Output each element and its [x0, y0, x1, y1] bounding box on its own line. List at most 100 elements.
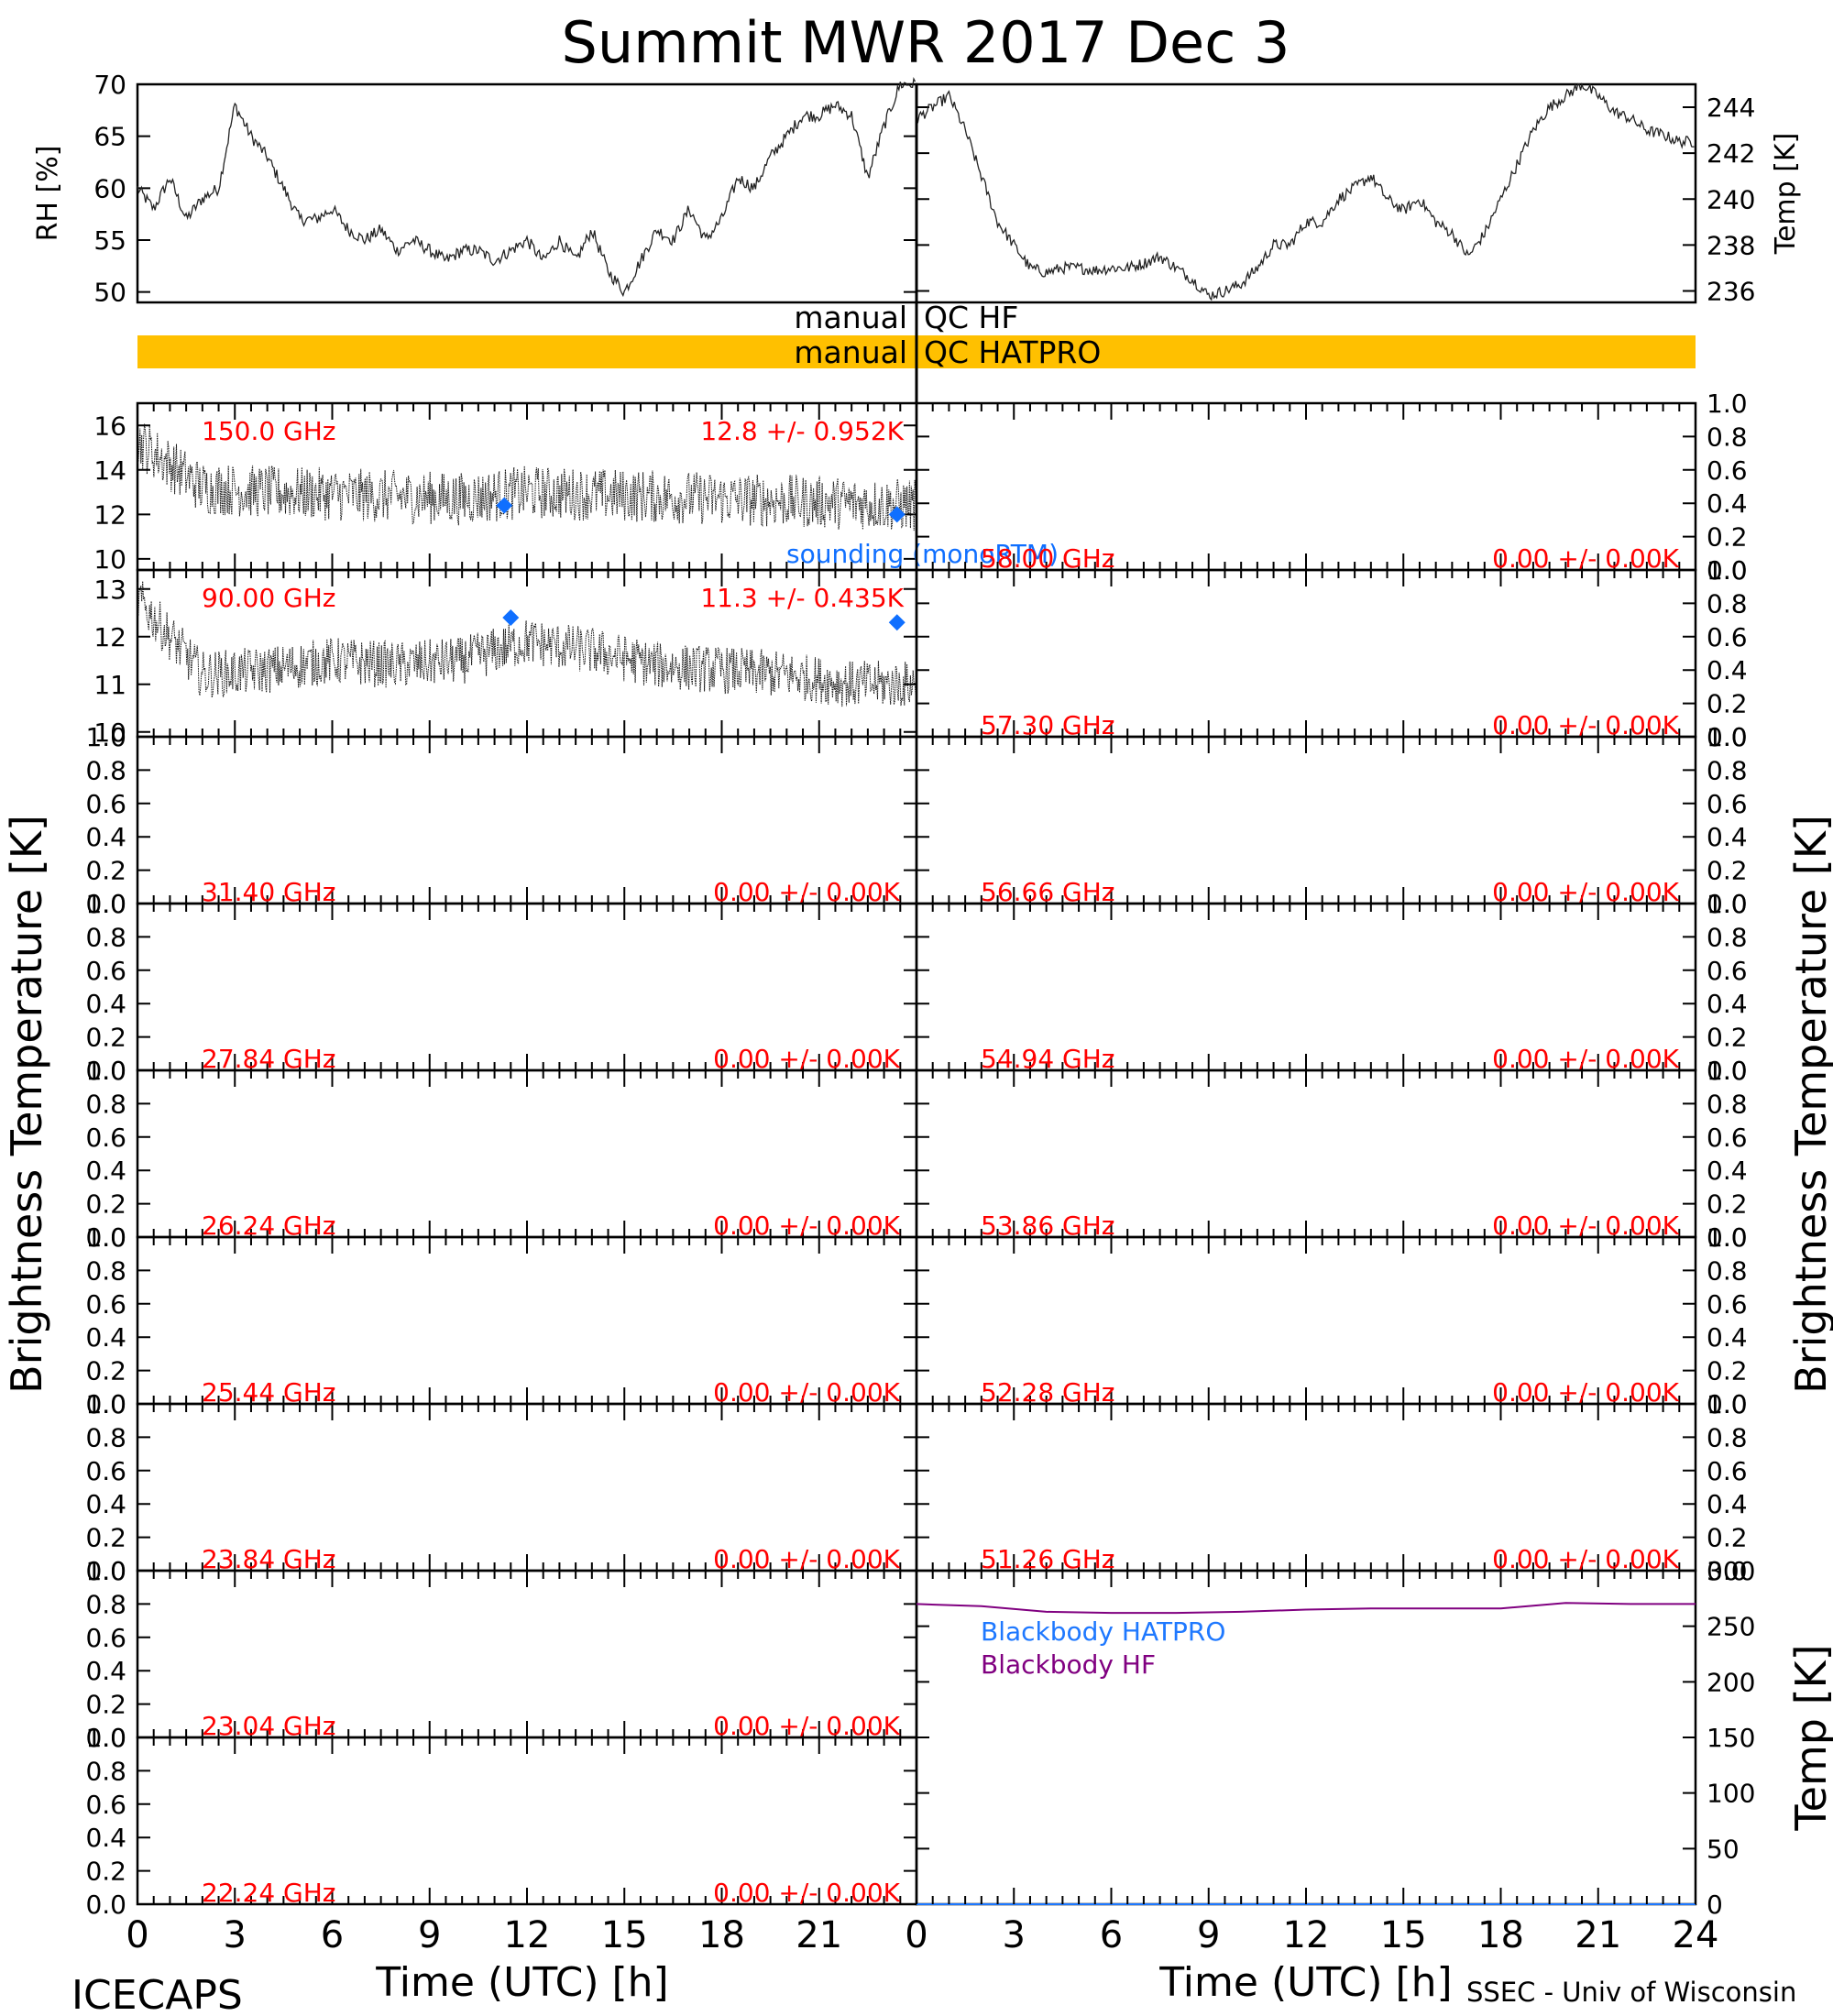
panel-l3-frequency: 31.40 GHz — [202, 877, 336, 907]
temp-series-line — [916, 82, 1695, 301]
panel-r4-frequency: 54.94 GHz — [981, 1044, 1115, 1074]
panel-l7-frequency: 23.84 GHz — [202, 1544, 336, 1574]
panel-r6-ytick-label: 0.4 — [1707, 1322, 1748, 1353]
x-tick-label-left: 21 — [796, 1914, 842, 1956]
panel-r1-xticks — [916, 403, 1696, 570]
panel-r4-ytick-label: 0.6 — [1707, 956, 1748, 986]
panel-r2-xticks — [916, 570, 1696, 737]
panel-l7-ytick-label: 1.0 — [85, 1389, 126, 1419]
panel-r5-ytick-label: 1.0 — [1707, 1056, 1748, 1086]
panel-l9-ytick-ticks — [137, 1737, 916, 1905]
panel-r6-xticks — [916, 1237, 1696, 1404]
panel-l5-frequency: 26.24 GHz — [202, 1211, 336, 1241]
qc-hatpro-manual-label: manual — [794, 334, 907, 370]
blackbody-legend-hatpro: Blackbody HATPRO — [981, 1616, 1225, 1647]
panel-l6-ytick-label: 0.8 — [85, 1255, 126, 1286]
panel-l3-ytick-label: 0.6 — [85, 789, 126, 819]
panel-r6-ytick-label: 0.2 — [1707, 1356, 1748, 1386]
panel-l9-statistics: 0.00 +/- 0.00K — [713, 1878, 900, 1908]
x-tick-label-right: 21 — [1575, 1914, 1621, 1956]
x-tick-label-right: 24 — [1673, 1914, 1719, 1956]
panel-r7-ytick-label: 0.4 — [1707, 1489, 1748, 1519]
x-tick-label-left: 9 — [418, 1914, 441, 1956]
panel-r1-statistics: 0.00 +/- 0.00K — [1492, 543, 1679, 574]
panel-l5-ytick-label: 0.2 — [85, 1189, 126, 1220]
blackbody-ytick-label: 50 — [1707, 1834, 1740, 1864]
panel-l2-sounding-point — [888, 614, 906, 631]
panel-r1-ytick-label: 1.0 — [1707, 389, 1748, 419]
panel-r1-ytick-label: 0.2 — [1707, 522, 1748, 553]
panel-l2-ytick-label: 13 — [93, 575, 126, 605]
panel-r2-ytick-label: 0.8 — [1707, 588, 1748, 619]
panel-l8-ytick-label: 1.0 — [85, 1556, 126, 1586]
qc-hf-manual-label: manual — [794, 300, 907, 335]
panel-l5-xticks — [137, 1070, 917, 1237]
panel-r6-ytick-label: 0.8 — [1707, 1255, 1748, 1286]
right-y-axis-label: Brightness Temperature [K] — [1786, 815, 1833, 1394]
x-tick-label-right: 0 — [905, 1914, 927, 1956]
panel-l2-ytick-label: 12 — [93, 622, 126, 652]
panel-r5-xticks — [916, 1070, 1696, 1237]
panel-r3-ytick-label: 0.0 — [1707, 889, 1748, 919]
panel-l6-xticks — [137, 1237, 917, 1404]
panel-l9-ytick-label: 0.2 — [85, 1857, 126, 1887]
panel-l3-xticks — [137, 737, 917, 904]
panel-r5-frequency: 53.86 GHz — [981, 1211, 1115, 1241]
x-tick-label-right: 15 — [1380, 1914, 1427, 1956]
panel-r1-ytick-label: 0.6 — [1707, 455, 1748, 486]
panel-l4-ytick-label: 0.6 — [85, 956, 126, 986]
temp-ytick-label: 238 — [1707, 230, 1755, 260]
panel-l7-ytick-label: 0.8 — [85, 1422, 126, 1452]
panel-r2-statistics: 0.00 +/- 0.00K — [1492, 710, 1679, 740]
panel-l8-xticks — [137, 1571, 917, 1737]
panel-r6-ytick-label: 0.6 — [1707, 1289, 1748, 1320]
panel-l5-ytick-label: 0.0 — [85, 1222, 126, 1253]
panel-r3-ytick-label: 0.2 — [1707, 856, 1748, 886]
temp-ytick-label: 240 — [1707, 184, 1755, 214]
panel-l3-ytick-label: 0.8 — [85, 755, 126, 785]
panel-l4-xticks — [137, 904, 917, 1070]
panel-l6-frequency: 25.44 GHz — [202, 1377, 336, 1408]
panel-r4-ytick-label: 1.0 — [1707, 889, 1748, 919]
x-tick-label-left: 18 — [698, 1914, 745, 1956]
x-tick-label-left: 0 — [126, 1914, 148, 1956]
blackbody-ytick-label: 250 — [1707, 1612, 1755, 1642]
panel-l1-series-line — [137, 423, 917, 531]
chart-title: Summit MWR 2017 Dec 3 — [562, 9, 1290, 76]
panel-l4-statistics: 0.00 +/- 0.00K — [713, 1044, 900, 1074]
panel-l6-ytick-label: 0.2 — [85, 1356, 126, 1386]
panel-l7-ytick-label: 0.6 — [85, 1456, 126, 1486]
panel-r4-xticks — [916, 904, 1696, 1070]
panel-l2-frequency: 90.00 GHz — [202, 583, 336, 613]
panel-l2-sounding-point — [502, 609, 520, 626]
panel-r5-ytick-label: 0.6 — [1707, 1123, 1748, 1153]
panel-l9-ytick-label: 1.0 — [85, 1723, 126, 1753]
panel-l2-ytick-label: 10 — [93, 718, 126, 748]
panel-l4-frequency: 27.84 GHz — [202, 1044, 336, 1074]
temp-ytick-label: 242 — [1707, 138, 1755, 169]
panel-l6-ytick-label: 0.0 — [85, 1389, 126, 1419]
panel-r4-ytick-label: 0.8 — [1707, 922, 1748, 952]
panel-r5-ytick-label: 0.8 — [1707, 1089, 1748, 1119]
panel-l6-ytick-label: 1.0 — [85, 1222, 126, 1253]
panel-l3-ytick-label: 0.0 — [85, 889, 126, 919]
panel-l8-frequency: 23.04 GHz — [202, 1711, 336, 1741]
panel-r6-ytick-label: 1.0 — [1707, 1222, 1748, 1253]
panel-r5-ytick-label: 0.4 — [1707, 1156, 1748, 1186]
panel-r3-xticks — [916, 737, 1696, 904]
blackbody-ytick-label: 200 — [1707, 1667, 1755, 1697]
panel-l4-ytick-label: 0.2 — [85, 1023, 126, 1053]
temp-panel-frame — [915, 82, 1697, 304]
rh-axis-label: RH [%] — [32, 146, 64, 242]
x-tick-label-right: 6 — [1100, 1914, 1123, 1956]
panel-r6-frequency: 52.28 GHz — [981, 1377, 1115, 1408]
rh-ytick-label: 70 — [93, 70, 126, 100]
panel-l8-ytick-label: 0.4 — [85, 1656, 126, 1686]
rh-panel-frame — [136, 82, 918, 304]
panel-l9-ytick-label: 0.0 — [85, 1890, 126, 1920]
panel-l7-ytick-label: 0.2 — [85, 1523, 126, 1553]
panel-r2-ytick-label: 0.6 — [1707, 622, 1748, 652]
panel-r7-ytick-label: 0.0 — [1707, 1556, 1748, 1586]
panel-l1-ytick-ticks — [137, 424, 916, 560]
